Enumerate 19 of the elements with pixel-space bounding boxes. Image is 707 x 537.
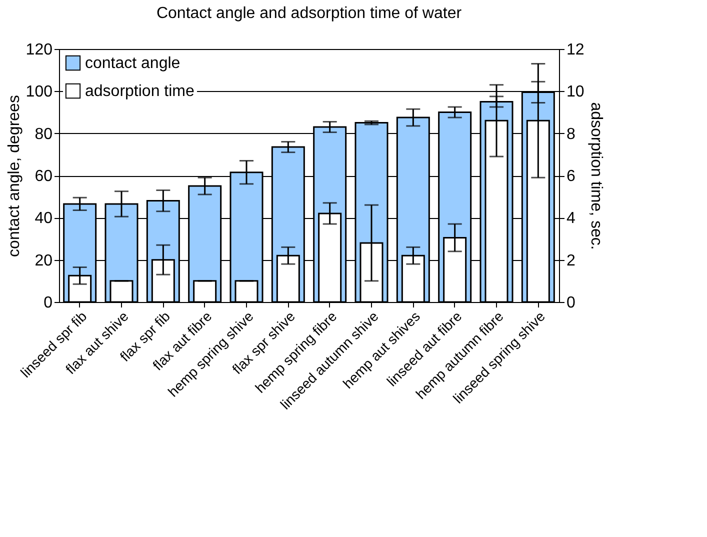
y-tick-label: 20 bbox=[34, 252, 53, 270]
y-tick-label: 100 bbox=[26, 84, 53, 101]
y-tick-label: 40 bbox=[34, 210, 53, 228]
y2-tick-label: 2 bbox=[566, 252, 576, 270]
y2-tick-label: 0 bbox=[566, 294, 576, 312]
y-tick-label: 120 bbox=[26, 42, 53, 58]
y2-axis-title: adsorption time, sec. bbox=[587, 102, 604, 250]
y2-tick-label: 4 bbox=[566, 210, 576, 228]
legend-label: contact angle bbox=[85, 55, 180, 72]
y2-tick-label: 10 bbox=[566, 84, 584, 101]
y2-tick-label: 6 bbox=[566, 168, 576, 185]
y-tick-label: 0 bbox=[44, 294, 53, 312]
y-axis-title: contact angle, degrees bbox=[6, 95, 23, 257]
y2-tick-label: 12 bbox=[566, 42, 584, 58]
y-tick-label: 80 bbox=[34, 126, 53, 143]
y-tick-label: 60 bbox=[34, 168, 53, 185]
chart-title: Contact angle and adsorption time of water bbox=[156, 5, 462, 22]
y2-tick-label: 8 bbox=[566, 126, 576, 143]
legend-label: adsorption time bbox=[85, 83, 194, 100]
